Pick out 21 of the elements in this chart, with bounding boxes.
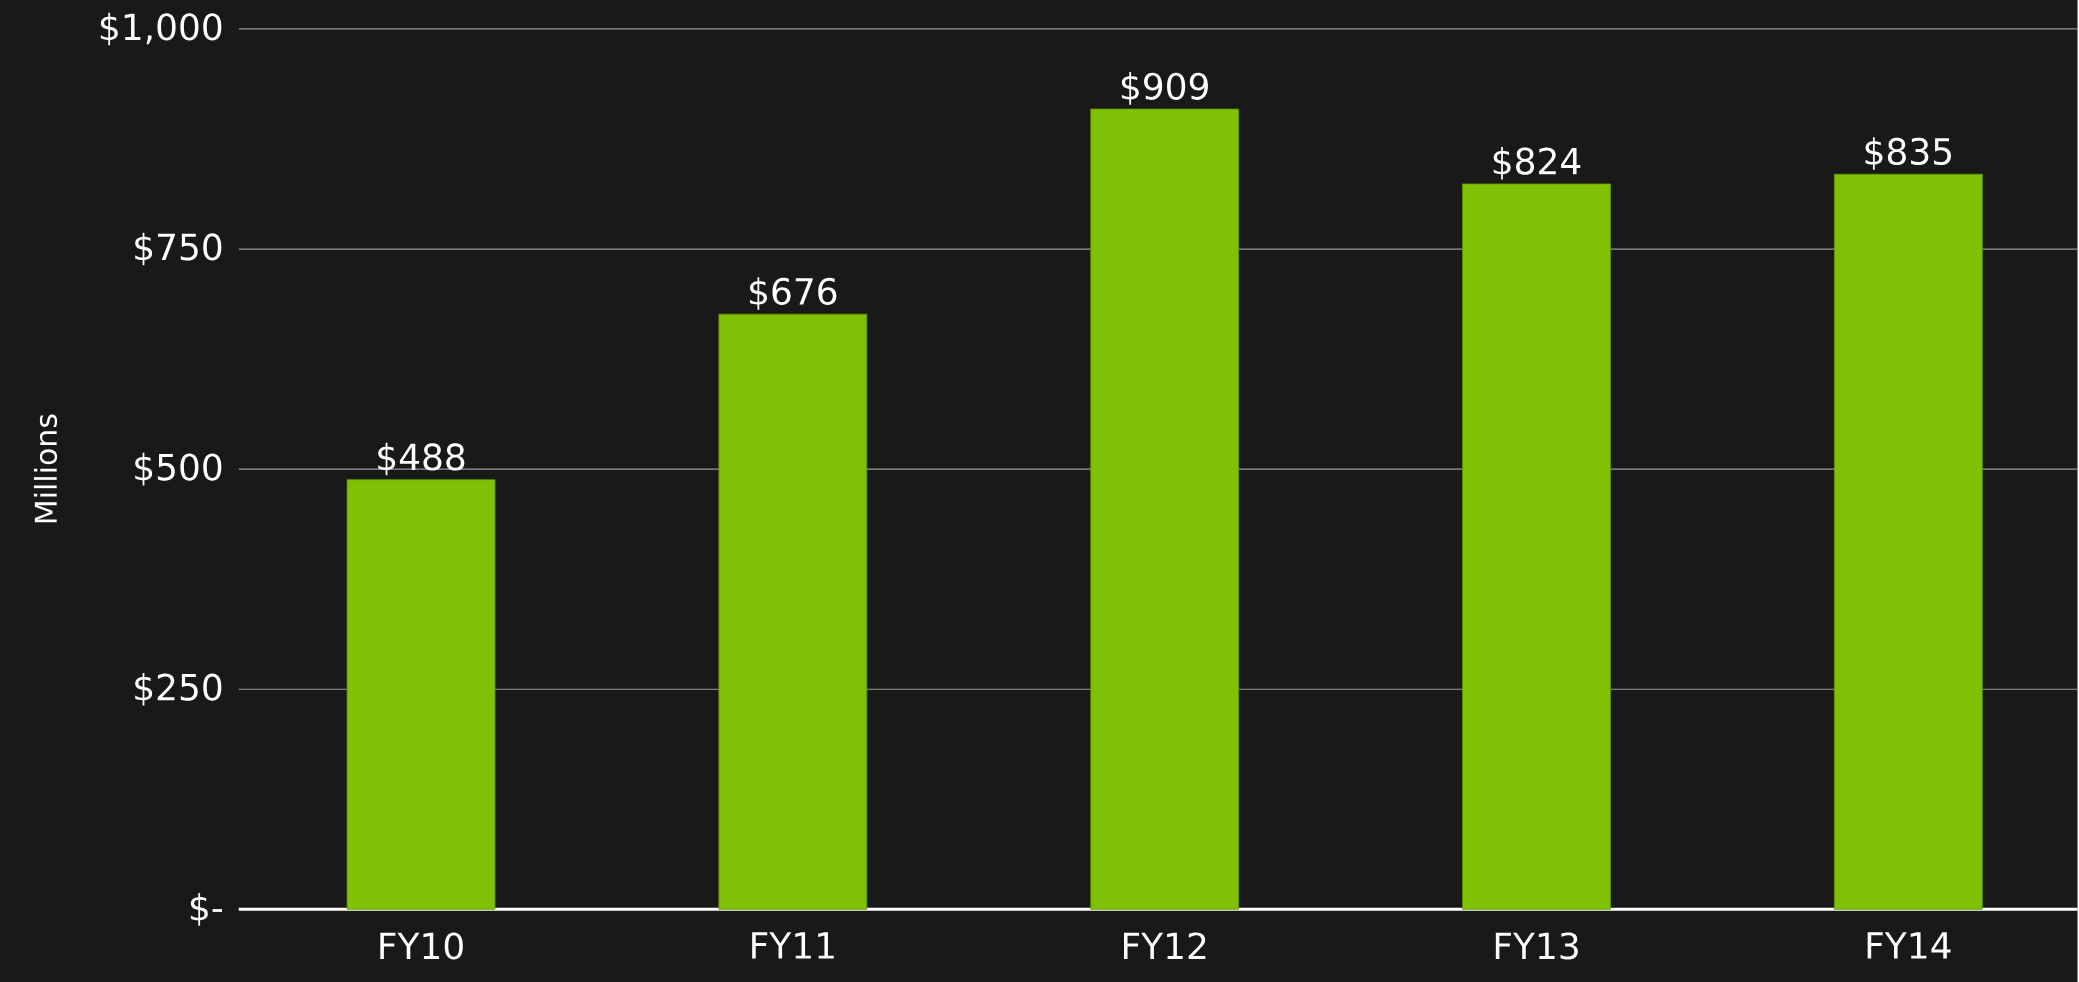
x-tick-label: FY10 xyxy=(380,932,463,960)
data-label: $824 xyxy=(1493,146,1581,180)
bar xyxy=(346,479,496,910)
y-tick-label: $250 xyxy=(135,672,222,706)
y-tick-label: $750 xyxy=(135,232,222,266)
x-tick-label: FY13 xyxy=(1495,932,1578,960)
y-tick-label: $- xyxy=(190,892,223,926)
data-label: $676 xyxy=(750,277,837,310)
y-tick-label: $1,000 xyxy=(100,12,222,46)
data-label: $488 xyxy=(378,442,465,476)
x-tick-label: FY14 xyxy=(1867,932,1951,959)
data-label: $909 xyxy=(1121,71,1208,105)
bar xyxy=(718,313,868,910)
bar xyxy=(1462,183,1611,910)
bar xyxy=(1833,173,1983,910)
data-label: $835 xyxy=(1865,137,1951,170)
y-axis-title: Millions xyxy=(33,414,58,523)
x-tick-label: FY11 xyxy=(752,932,834,959)
bar xyxy=(1090,108,1240,910)
y-tick-label: $500 xyxy=(135,452,222,486)
x-tick-label: FY12 xyxy=(1124,932,1206,959)
